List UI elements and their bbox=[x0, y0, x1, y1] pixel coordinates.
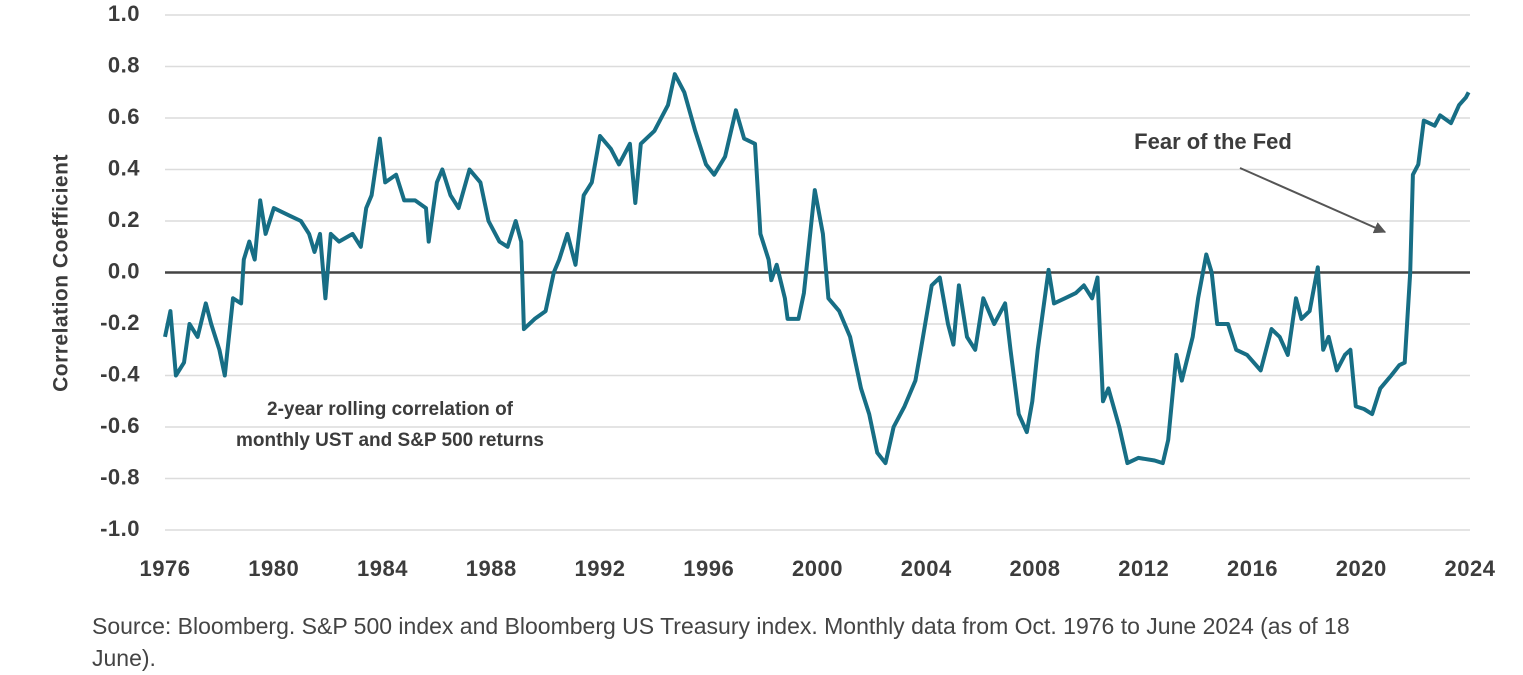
x-tick-label: 2012 bbox=[1118, 556, 1169, 581]
data-line bbox=[163, 72, 1471, 466]
x-tick-label: 1992 bbox=[575, 556, 626, 581]
y-tick-label: 0.2 bbox=[108, 207, 140, 232]
y-tick-label: -0.8 bbox=[100, 464, 140, 489]
annotation-arrow bbox=[1239, 167, 1387, 234]
y-tick-label: -0.2 bbox=[100, 310, 140, 335]
x-tick-label: 2016 bbox=[1227, 556, 1278, 581]
note-line: monthly UST and S&P 500 returns bbox=[236, 430, 544, 451]
grid: 1.00.80.60.40.20.0-0.2-0.4-0.6-0.8-1.019… bbox=[100, 1, 1496, 581]
x-tick-label: 2004 bbox=[901, 556, 952, 581]
annotation: Fear of the Fed bbox=[1134, 129, 1292, 154]
y-tick-label: 0.4 bbox=[108, 155, 140, 180]
source: Source: Bloomberg. S&P 500 index and Blo… bbox=[92, 613, 1350, 671]
x-tick-label: 1980 bbox=[248, 556, 299, 581]
chart: 1.00.80.60.40.20.0-0.2-0.4-0.6-0.8-1.019… bbox=[50, 1, 1496, 581]
y-tick-label: 1.0 bbox=[108, 1, 140, 26]
x-tick-label: 1996 bbox=[683, 556, 734, 581]
y-tick-label: -1.0 bbox=[100, 516, 140, 541]
y-tick-label: 0.8 bbox=[108, 52, 140, 77]
plot bbox=[163, 72, 1471, 466]
note-line: 2-year rolling correlation of bbox=[267, 399, 514, 420]
x-tick-label: 2000 bbox=[792, 556, 843, 581]
y-tick-label: -0.6 bbox=[100, 413, 140, 438]
x-tick-label: 2020 bbox=[1336, 556, 1387, 581]
x-tick-label: 1988 bbox=[466, 556, 517, 581]
y-tick-label: -0.4 bbox=[100, 361, 140, 386]
y-tick-label: 0.0 bbox=[108, 258, 140, 283]
y-axis-label: Correlation Coefficient bbox=[50, 154, 73, 392]
x-tick-label: 1984 bbox=[357, 556, 408, 581]
x-tick-label: 1976 bbox=[140, 556, 191, 581]
x-tick-label: 2008 bbox=[1010, 556, 1061, 581]
x-tick-label: 2024 bbox=[1445, 556, 1496, 581]
y-tick-label: 0.6 bbox=[108, 104, 140, 129]
